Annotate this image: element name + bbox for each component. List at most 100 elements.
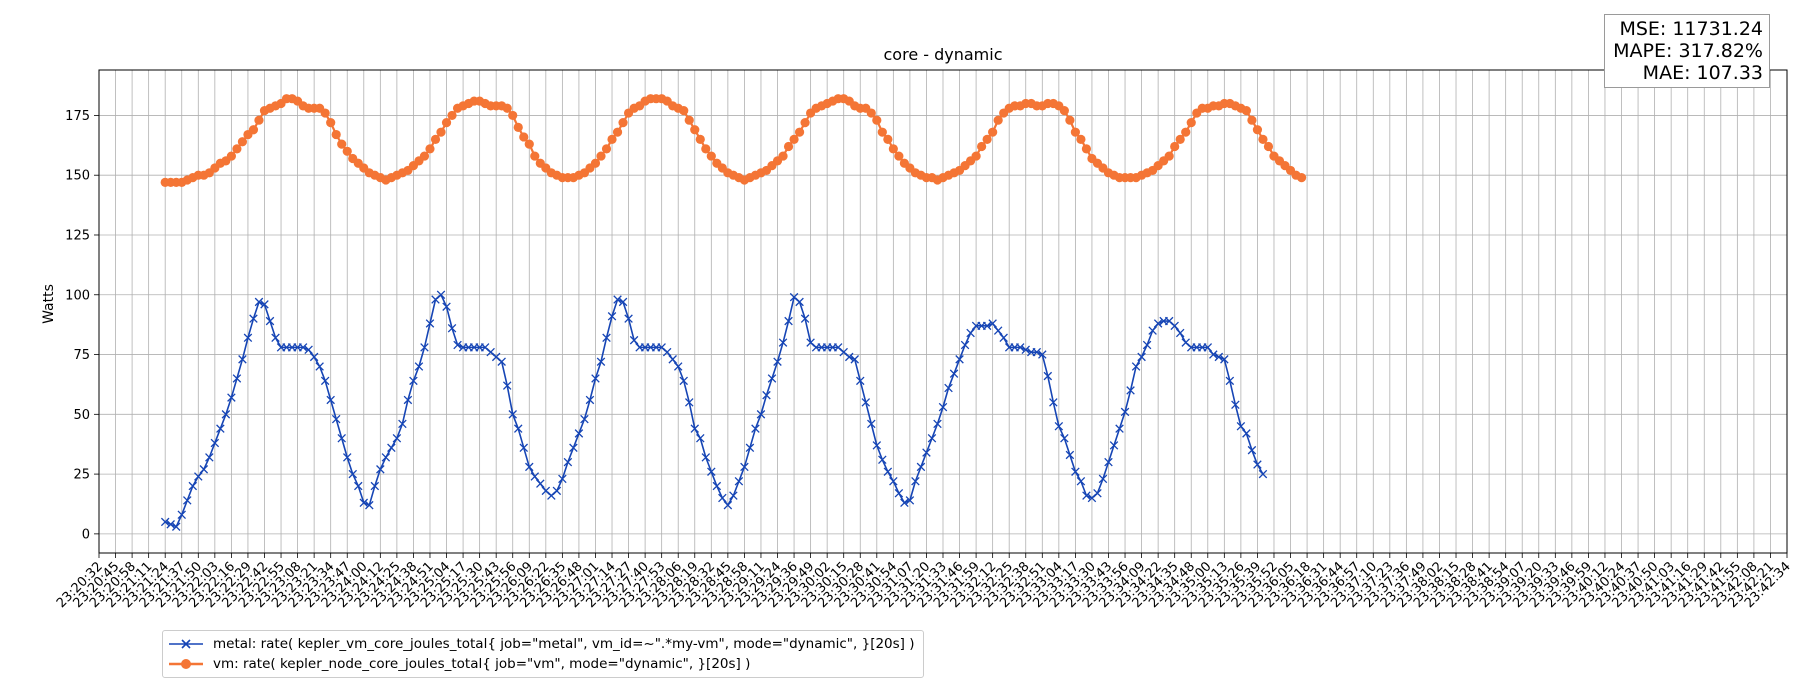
data-point (502, 381, 512, 390)
data-point (878, 455, 887, 465)
data-point (508, 110, 518, 121)
data-point (982, 134, 992, 144)
data-point (376, 465, 385, 474)
data-point (254, 297, 264, 307)
data-point (205, 453, 214, 462)
data-point (938, 402, 948, 412)
data-point (707, 467, 716, 476)
data-point (1175, 134, 1185, 144)
data-point (331, 129, 341, 140)
data-point (662, 347, 672, 357)
data-point (160, 517, 170, 527)
data-point (1038, 350, 1047, 359)
data-point (1082, 491, 1091, 500)
data-point (453, 340, 462, 350)
data-point (419, 151, 430, 161)
legend-swatch-metal (169, 639, 203, 649)
y-tick-label: 100 (65, 288, 90, 303)
data-point (905, 496, 915, 505)
legend-label-vm: vm: rate( kepler_node_core_joules_total{… (213, 656, 751, 672)
data-point (194, 472, 203, 481)
data-point (425, 319, 435, 328)
data-point (370, 481, 380, 491)
data-point (690, 125, 700, 135)
data-point (706, 151, 716, 161)
data-point (867, 419, 876, 429)
y-axis-label: Watts (41, 284, 57, 324)
data-point (993, 115, 1003, 125)
data-point (1065, 115, 1075, 125)
data-point (525, 462, 534, 472)
data-point (1186, 118, 1196, 128)
data-point (778, 151, 788, 161)
legend-label-metal: metal: rate( kepler_vm_core_joules_total… (213, 636, 915, 652)
grid (98, 70, 1788, 553)
data-point (237, 137, 248, 147)
legend-entry-vm: vm: rate( kepler_node_core_joules_total{… (169, 654, 915, 674)
data-point (596, 151, 606, 161)
data-point (392, 433, 402, 443)
data-point (673, 362, 683, 371)
data-point (1049, 398, 1058, 407)
data-point (922, 448, 931, 457)
data-point (298, 343, 308, 352)
data-point (955, 355, 964, 364)
data-point (1131, 362, 1141, 371)
data-point (624, 314, 633, 323)
y-tick-label: 75 (73, 348, 90, 363)
plot-frame (98, 69, 1788, 554)
data-point (1076, 477, 1086, 486)
data-point (1065, 450, 1075, 460)
x-axis: 23:20:3223:20:4523:20:5823:21:1123:21:24… (54, 553, 1794, 611)
data-point (877, 127, 887, 137)
data-point (524, 139, 534, 149)
data-point (684, 115, 694, 125)
data-point (933, 419, 942, 429)
data-point (596, 357, 606, 366)
data-point (558, 474, 567, 484)
data-point (718, 493, 727, 503)
data-point (1164, 151, 1174, 161)
data-point (745, 443, 755, 453)
data-point (254, 115, 264, 125)
data-point (320, 108, 330, 118)
data-point (420, 343, 429, 352)
data-point (320, 376, 330, 386)
data-point (1137, 352, 1146, 362)
data-point (530, 151, 540, 161)
data-point (1021, 345, 1031, 355)
data-point (563, 457, 573, 467)
data-point (1142, 340, 1152, 350)
data-point (260, 300, 269, 309)
data-point (866, 108, 876, 118)
data-point (447, 323, 457, 333)
data-point (238, 355, 247, 364)
mae-value: MAE: 107.33 (1642, 62, 1763, 84)
data-point (1170, 141, 1180, 152)
metrics-box: MSE: 11731.24 MAPE: 317.82% MAE: 107.33 (1604, 14, 1770, 88)
data-point (784, 316, 793, 326)
data-point (927, 433, 937, 443)
data-point (530, 472, 540, 481)
data-point (183, 496, 192, 505)
data-point (767, 374, 777, 383)
data-point (1032, 347, 1042, 357)
data-point (326, 395, 335, 405)
data-point (315, 362, 324, 371)
data-point (359, 498, 369, 508)
data-point (337, 433, 346, 443)
data-point (1104, 457, 1113, 467)
data-point (232, 144, 242, 154)
data-point (800, 314, 810, 323)
data-point (783, 141, 794, 152)
data-point (1258, 469, 1268, 479)
data-point (1242, 429, 1251, 438)
data-point (1098, 474, 1108, 484)
data-point (679, 106, 689, 116)
data-point (1109, 441, 1119, 450)
data-point (971, 151, 981, 161)
data-point (1209, 350, 1218, 359)
data-point (1296, 173, 1307, 183)
y-tick-label: 0 (82, 527, 90, 542)
